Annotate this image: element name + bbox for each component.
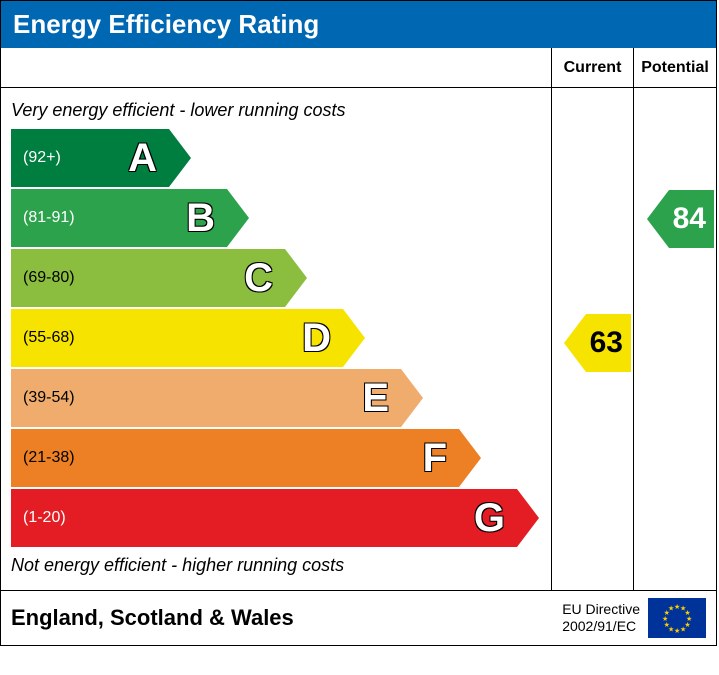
- band-range: (55-68): [11, 329, 75, 347]
- band-a: (92+) A: [11, 129, 169, 187]
- band-g: (1-20) G: [11, 489, 517, 547]
- bands-column: Very energy efficient - lower running co…: [1, 48, 552, 590]
- band-range: (1-20): [11, 509, 66, 527]
- caption-bottom: Not energy efficient - higher running co…: [1, 549, 551, 582]
- current-column: Current 63: [552, 48, 634, 590]
- band-letter: B: [186, 196, 215, 241]
- directive-line2: 2002/91/EC: [562, 618, 640, 635]
- band-e: (39-54) E: [11, 369, 401, 427]
- band-b: (81-91) B: [11, 189, 227, 247]
- band-notch: [169, 129, 191, 187]
- potential-pointer: 84: [647, 190, 714, 248]
- chart-title: Energy Efficiency Rating: [13, 9, 319, 39]
- pointer-arrow: [564, 314, 586, 372]
- directive-label: EU Directive 2002/91/EC: [562, 601, 640, 635]
- band-notch: [227, 189, 249, 247]
- band-range: (69-80): [11, 269, 75, 287]
- band-letter: G: [474, 496, 505, 541]
- directive-line1: EU Directive: [562, 601, 640, 618]
- band-c: (69-80) C: [11, 249, 285, 307]
- current-pointer: 63: [564, 314, 631, 372]
- chart-body: Very energy efficient - lower running co…: [1, 48, 716, 591]
- pointer-arrow: [647, 190, 669, 248]
- band-notch: [343, 309, 365, 367]
- title-bar: Energy Efficiency Rating: [1, 1, 716, 48]
- band-range: (81-91): [11, 209, 75, 227]
- potential-header: Potential: [634, 48, 716, 88]
- band-letter: A: [128, 136, 157, 181]
- current-value: 63: [586, 314, 631, 372]
- band-range: (92+): [11, 149, 61, 167]
- bands-body: Very energy efficient - lower running co…: [1, 88, 551, 590]
- potential-value: 84: [669, 190, 714, 248]
- band-f: (21-38) F: [11, 429, 459, 487]
- region-label: England, Scotland & Wales: [11, 605, 562, 631]
- band-notch: [401, 369, 423, 427]
- band-notch: [285, 249, 307, 307]
- footer: England, Scotland & Wales EU Directive 2…: [1, 591, 716, 645]
- band-range: (39-54): [11, 389, 75, 407]
- caption-top: Very energy efficient - lower running co…: [1, 94, 551, 127]
- potential-column: Potential 84: [634, 48, 716, 590]
- bands-header: [1, 48, 551, 88]
- band-letter: E: [362, 376, 389, 421]
- band-notch: [517, 489, 539, 547]
- band-letter: C: [244, 256, 273, 301]
- band-letter: F: [423, 436, 447, 481]
- current-header: Current: [552, 48, 633, 88]
- band-notch: [459, 429, 481, 487]
- band-d: (55-68) D: [11, 309, 343, 367]
- band-letter: D: [302, 316, 331, 361]
- band-range: (21-38): [11, 449, 75, 467]
- eu-flag-icon: ★★★★★★★★★★★★: [648, 598, 706, 638]
- epc-chart: Energy Efficiency Rating Very energy eff…: [0, 0, 717, 646]
